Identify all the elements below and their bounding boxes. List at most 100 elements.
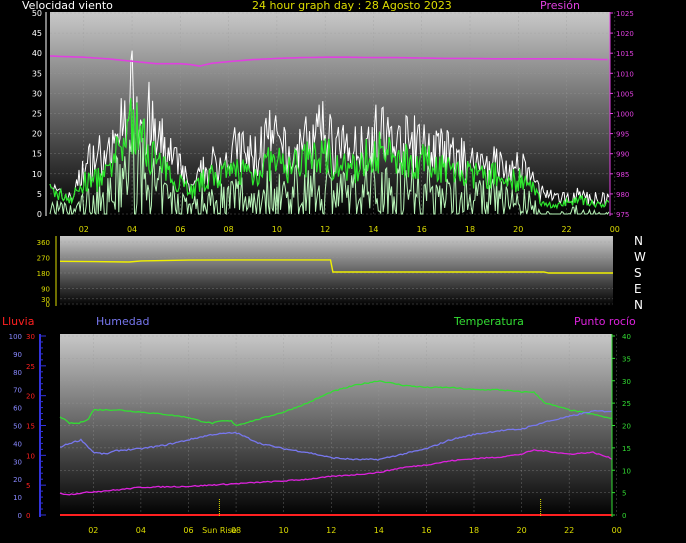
temperature-tick-label: 25: [622, 400, 631, 408]
pressure-tick-label: 1010: [616, 70, 634, 78]
wind-x-tick-label: 12: [320, 225, 330, 234]
humidity-series: [59, 409, 613, 461]
wind-x-tick-label: 16: [417, 225, 427, 234]
wind-speed-tick-label: 15: [32, 150, 42, 159]
pressure-title: Presión: [540, 0, 580, 12]
wind-x-tick-label: 00: [610, 225, 620, 234]
humidity-title: Humedad: [96, 315, 149, 328]
humidity-tick-label: 100: [9, 333, 22, 341]
temperature-tick-label: 5: [622, 490, 626, 498]
wind-speed-tick-label: 40: [32, 49, 42, 58]
humidity-tick-label: 30: [13, 458, 22, 466]
humidity-tick-label: 60: [13, 405, 22, 413]
wind-x-tick-label: 10: [272, 225, 282, 234]
climate-panel-axes: 0510152025303540010203040506070809010005…: [9, 333, 631, 535]
climate-x-tick-label: 18: [469, 526, 479, 535]
rain-tick-label: 10: [26, 452, 35, 460]
temperature-tick-label: 0: [622, 512, 626, 520]
rain-title: Lluvia: [2, 315, 34, 328]
wind-x-tick-label: 08: [224, 225, 234, 234]
wind-light-series: [49, 128, 610, 216]
pressure-tick-label: 980: [616, 191, 629, 199]
climate-x-tick-label: 16: [421, 526, 431, 535]
direction-panel-axes: 030 90 180 270 360: [37, 236, 57, 309]
humidity-tick-label: 80: [13, 369, 22, 377]
wind-x-tick-label: 14: [368, 225, 378, 234]
wind-speed-tick-label: 20: [32, 130, 42, 139]
climate-x-tick-label: 06: [183, 526, 193, 535]
wind-speed-series: [49, 98, 610, 210]
climate-x-tick-label: 00: [612, 526, 622, 535]
temperature-tick-label: 20: [622, 423, 631, 431]
direction-panel-grid: [60, 241, 613, 305]
climate-x-tick-label: 22: [564, 526, 574, 535]
pressure-tick-label: 1005: [616, 90, 634, 98]
pressure-tick-label: 1025: [616, 10, 634, 18]
direction-tick-label: 180: [37, 270, 50, 278]
wind-speed-tick-label: 45: [32, 29, 42, 38]
wind-x-tick-label: 06: [175, 225, 185, 234]
rain-tick-label: 20: [26, 393, 35, 401]
wind-speed-tick-label: 30: [32, 89, 42, 98]
wind-panel-series: [49, 50, 610, 216]
direction-tick-label: 360: [37, 239, 50, 247]
rain-tick-label: 30: [26, 333, 35, 341]
humidity-tick-label: 0: [18, 512, 22, 520]
climate-x-tick-label: 08: [231, 526, 241, 535]
climate-panel-series: [59, 380, 613, 516]
pressure-tick-label: 985: [616, 171, 629, 179]
compass-n-bottom: N: [634, 298, 643, 312]
dew-point-series: [59, 449, 613, 496]
rain-tick-label: 5: [26, 482, 30, 490]
direction-tick-label: 90: [41, 286, 50, 294]
climate-x-tick-label: 02: [88, 526, 98, 535]
wind-speed-tick-label: 0: [37, 210, 42, 219]
climate-x-tick-label: 12: [326, 526, 336, 535]
climate-x-tick-label: 20: [516, 526, 526, 535]
wind-speed-tick-label: 50: [32, 9, 42, 18]
rain-tick-label: 15: [26, 423, 35, 431]
wind-speed-tick-label: 10: [32, 170, 42, 179]
wind-speed-tick-label: 25: [32, 110, 42, 119]
compass-s: S: [634, 266, 642, 280]
pressure-series: [49, 55, 608, 67]
humidity-tick-label: 90: [13, 351, 22, 359]
wind-panel-axes: 0510152025303540455097598098599099510001…: [32, 9, 634, 234]
wind-speed-tick-label: 5: [37, 190, 42, 199]
dew-point-title: Punto rocío: [574, 315, 636, 328]
graph-title: 24 hour graph day : 28 Agosto 2023: [252, 0, 452, 12]
direction-tick-label: 30: [41, 296, 50, 304]
humidity-tick-label: 70: [13, 387, 22, 395]
compass-w: W: [634, 250, 646, 264]
pressure-tick-label: 995: [616, 131, 629, 139]
pressure-tick-label: 1015: [616, 50, 634, 58]
rain-tick-label: 0: [26, 512, 30, 520]
direction-panel-series: [59, 259, 613, 274]
wind-x-tick-label: 22: [561, 225, 571, 234]
temperature-tick-label: 30: [622, 378, 631, 386]
wind-panel-grid: [50, 12, 616, 216]
wind-speed-title: Velocidad viento: [22, 0, 113, 12]
climate-x-tick-label: 10: [279, 526, 289, 535]
temperature-title: Temperatura: [453, 315, 524, 328]
wind-x-tick-label: 20: [513, 225, 523, 234]
wind-speed-tick-label: 35: [32, 69, 42, 78]
climate-x-tick-label: 14: [374, 526, 384, 535]
temperature-tick-label: 40: [622, 333, 631, 341]
pressure-tick-label: 1020: [616, 30, 634, 38]
rain-tick-label: 25: [26, 363, 35, 371]
humidity-tick-label: 40: [13, 440, 22, 448]
temperature-tick-label: 15: [622, 445, 631, 453]
humidity-tick-label: 10: [13, 494, 22, 502]
wind-x-tick-label: 18: [465, 225, 475, 234]
direction-tick-label: 270: [37, 255, 50, 263]
compass-e: E: [634, 282, 642, 296]
pressure-tick-label: 975: [616, 211, 629, 219]
wind-direction-series: [59, 259, 613, 274]
temperature-series: [59, 380, 613, 427]
humidity-tick-label: 50: [13, 423, 22, 431]
humidity-tick-label: 20: [13, 476, 22, 484]
pressure-tick-label: 1000: [616, 111, 634, 119]
wind-x-tick-label: 04: [127, 225, 137, 234]
